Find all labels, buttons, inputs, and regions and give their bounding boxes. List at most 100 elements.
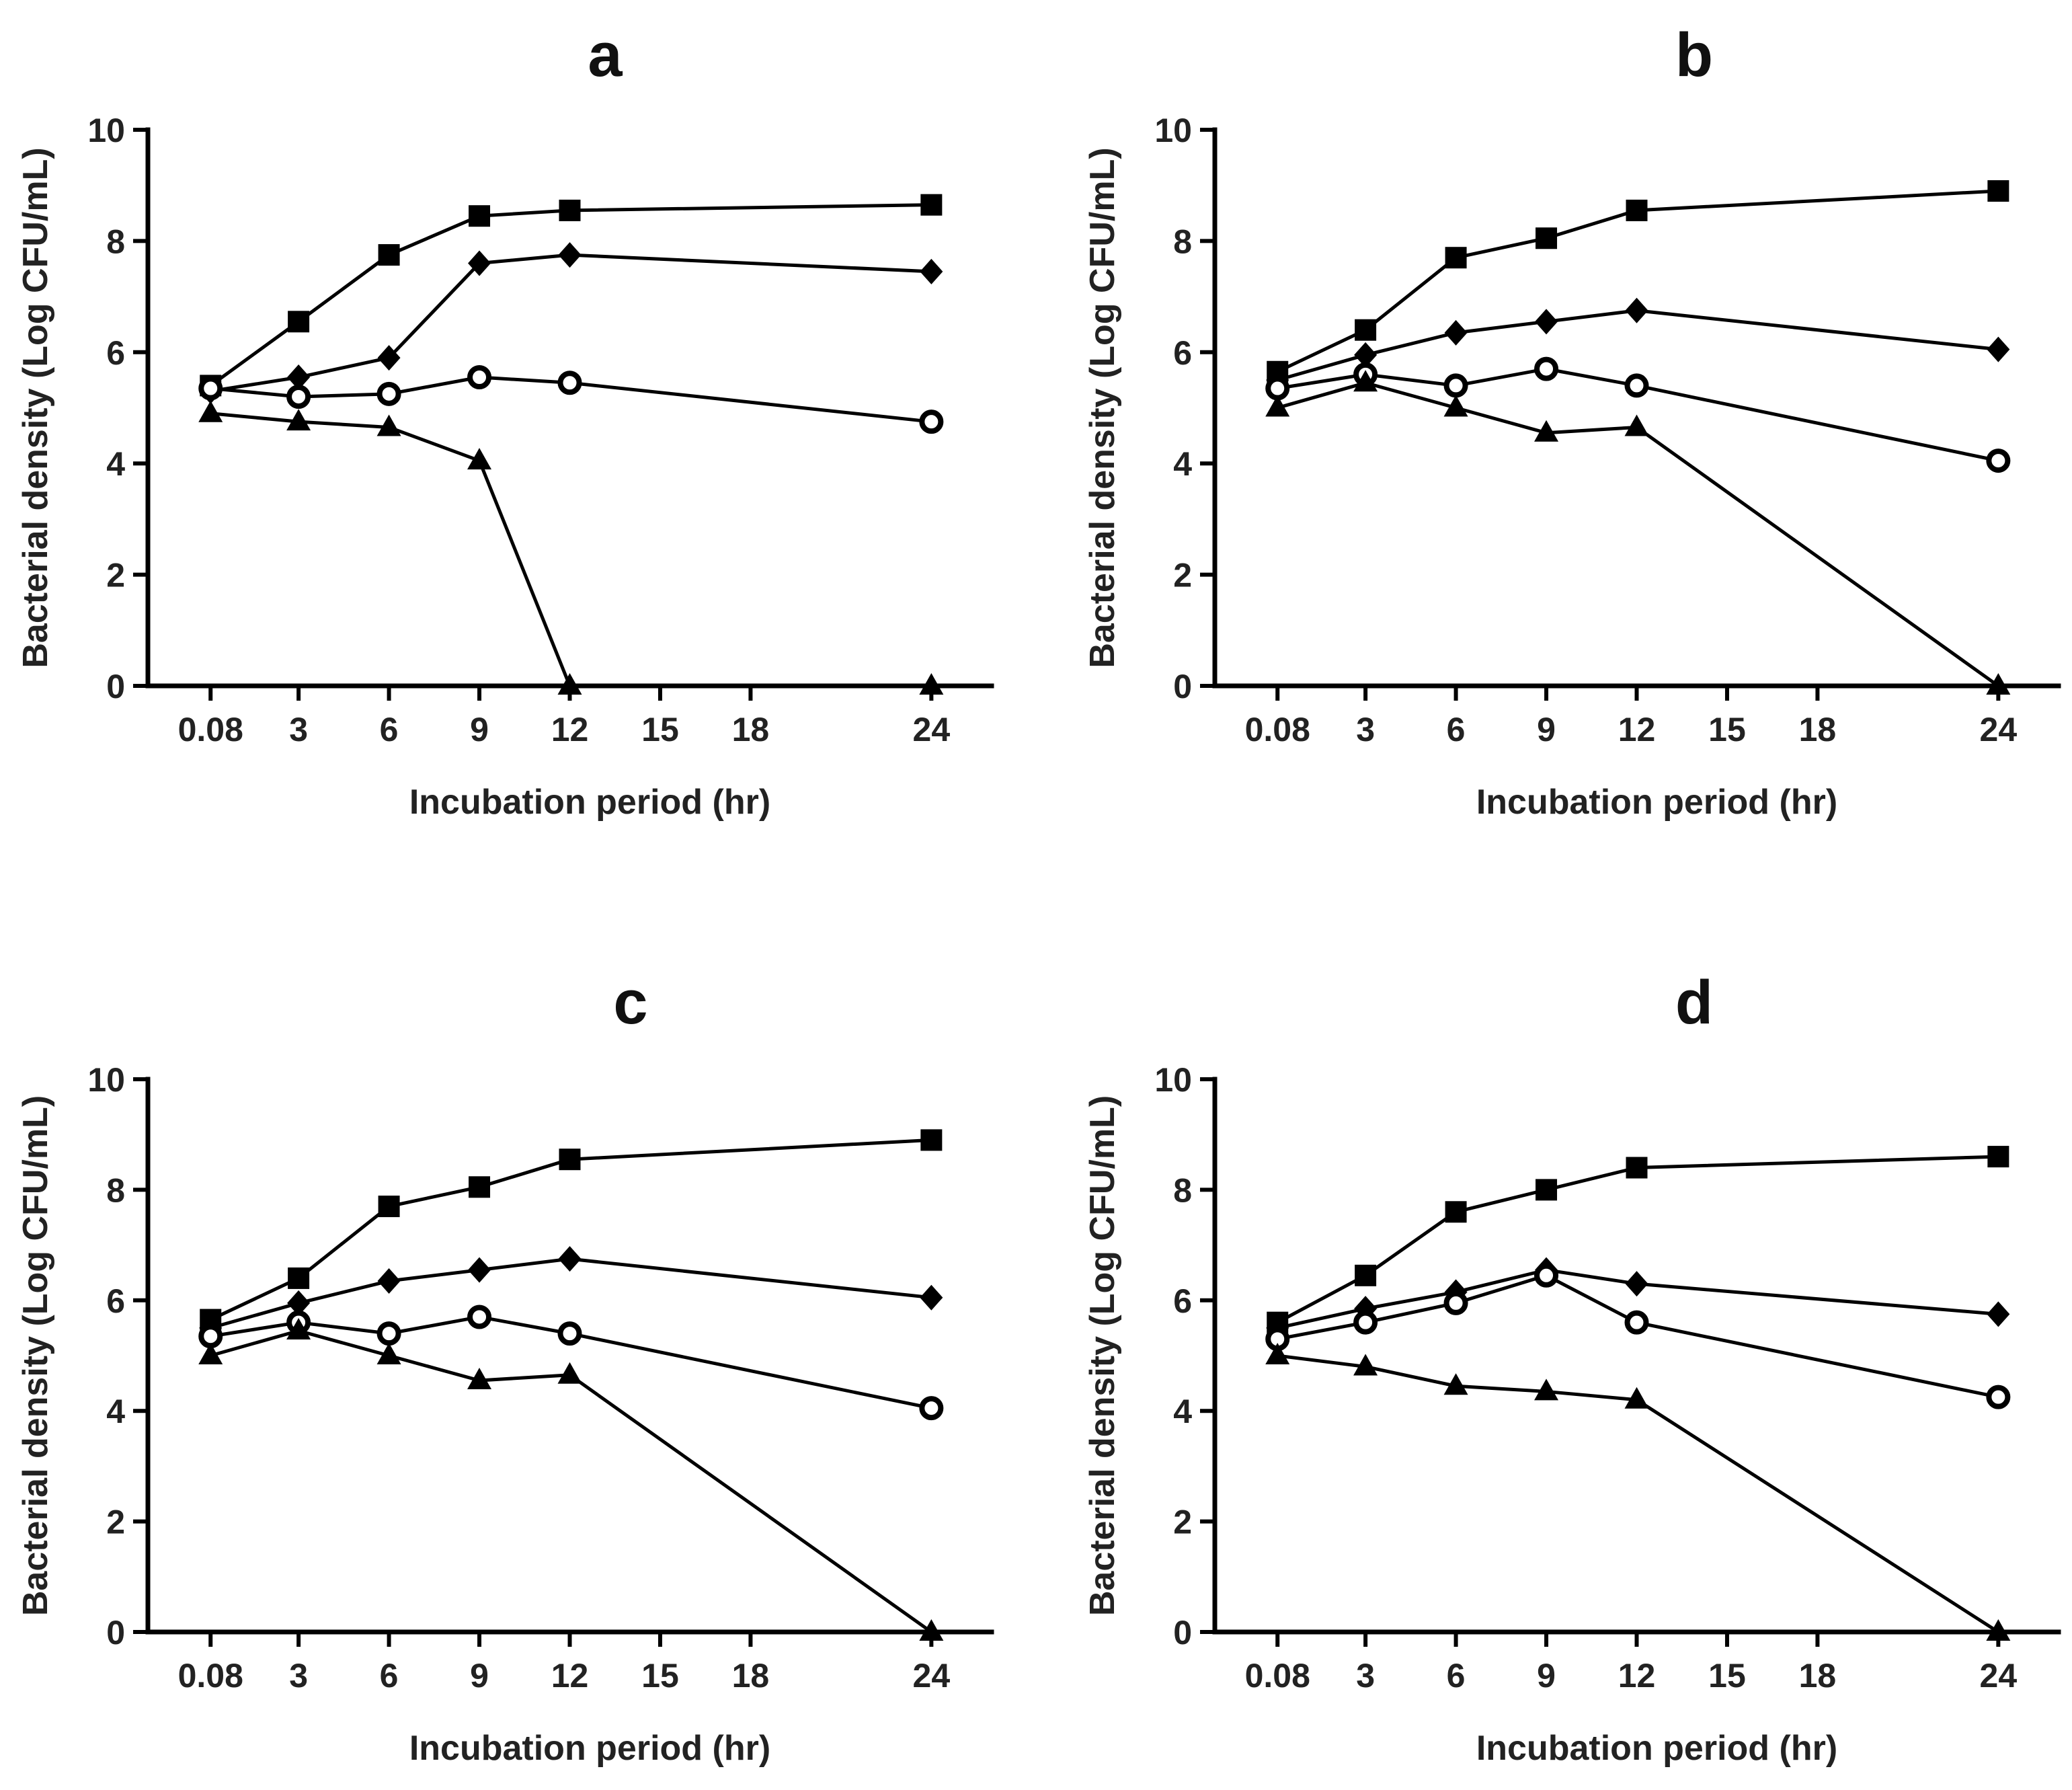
data-point-triangle (1534, 1378, 1559, 1401)
x-axis-title: Incubation period (hr) (1476, 1729, 1837, 1768)
data-point-diamond (468, 1257, 491, 1283)
y-tick-label: 0 (1173, 1614, 1192, 1651)
data-point-circle (1534, 356, 1559, 381)
series-line-triangle (210, 412, 932, 688)
series-line-circle (210, 375, 932, 424)
data-point-triangle (286, 1318, 311, 1340)
y-tick-label: 4 (106, 445, 125, 483)
x-tick-label: 18 (732, 1657, 770, 1695)
y-tick-label: 2 (1173, 1504, 1192, 1541)
series-line-diamond (210, 1257, 932, 1330)
data-point-diamond (920, 258, 943, 284)
data-point-diamond (1625, 1271, 1648, 1297)
series-line-diamond (1277, 1268, 1999, 1330)
data-point-circle (557, 371, 582, 395)
data-point-circle (1443, 373, 1468, 398)
panel-title: c (613, 968, 647, 1037)
x-tick-label: 12 (551, 1657, 589, 1695)
x-tick-label: 0.08 (1245, 711, 1310, 748)
data-point-triangle (1624, 414, 1649, 436)
data-point-triangle (467, 448, 492, 470)
y-tick-label: 8 (1173, 223, 1192, 260)
x-tick-label: 6 (1447, 1657, 1466, 1695)
data-point-square (288, 1267, 310, 1289)
data-point-diamond (1354, 342, 1378, 368)
data-point-square (1536, 227, 1558, 249)
x-tick-label: 18 (1799, 711, 1837, 748)
data-point-square (1987, 180, 2009, 202)
series-line-square (210, 1138, 932, 1321)
x-tick-label: 24 (913, 1657, 951, 1695)
data-point-diamond (468, 250, 491, 276)
y-tick-label: 6 (106, 1282, 125, 1320)
series-line-diamond (210, 253, 932, 393)
data-point-diamond (1987, 1301, 2010, 1327)
data-point-triangle (198, 400, 223, 422)
data-point-circle (1443, 1290, 1468, 1315)
x-tick-label: 24 (1980, 711, 2018, 748)
data-point-square (1355, 319, 1377, 341)
y-tick-label: 0 (106, 668, 125, 705)
data-point-circle (919, 1396, 944, 1421)
x-tick-label: 3 (1356, 1657, 1375, 1695)
x-tick-label: 15 (641, 711, 679, 748)
x-tick-label: 0.08 (178, 1657, 243, 1695)
data-point-square (469, 205, 491, 227)
data-point-triangle (557, 673, 582, 695)
y-tick-label: 0 (106, 1614, 125, 1651)
x-tick-label: 9 (470, 1657, 489, 1695)
data-point-circle (376, 381, 401, 406)
x-tick-label: 24 (913, 711, 951, 748)
data-point-circle (1353, 1310, 1378, 1335)
data-point-triangle (1353, 1354, 1378, 1376)
data-point-triangle (1443, 395, 1468, 417)
y-tick-label: 2 (106, 1504, 125, 1541)
data-point-diamond (558, 242, 582, 268)
series-line-circle (210, 1315, 932, 1410)
x-tick-label: 3 (289, 711, 308, 748)
y-tick-label: 6 (106, 334, 125, 372)
panel-title: b (1675, 21, 1713, 89)
data-point-diamond (377, 1268, 401, 1294)
data-point-diamond (1625, 297, 1648, 323)
x-tick-label: 9 (1537, 1657, 1556, 1695)
series-line-triangle (210, 1329, 932, 1634)
y-tick-label: 6 (1173, 334, 1192, 372)
data-point-square (1987, 1146, 2009, 1168)
y-axis-title: Bacterial density (Log CFU/mL) (16, 147, 55, 668)
x-tick-label: 12 (551, 711, 589, 748)
data-point-circle (198, 376, 223, 401)
data-point-triangle (1265, 395, 1290, 417)
x-tick-label: 12 (1618, 711, 1656, 748)
data-point-square (1355, 1264, 1377, 1286)
data-point-square (469, 1176, 491, 1198)
data-point-square (1445, 247, 1467, 269)
panel-title: d (1675, 968, 1713, 1037)
x-tick-label: 12 (1618, 1657, 1656, 1695)
data-point-triangle (1265, 1343, 1290, 1364)
x-axis-title: Incubation period (hr) (409, 783, 770, 822)
data-point-circle (557, 1321, 582, 1346)
data-point-triangle (467, 1367, 492, 1389)
data-point-circle (919, 410, 944, 434)
data-point-triangle (919, 1619, 944, 1641)
series-line-circle (1277, 367, 1999, 463)
x-tick-label: 6 (380, 1657, 399, 1695)
x-tick-label: 6 (380, 711, 399, 748)
data-point-triangle (1534, 420, 1559, 442)
x-tick-label: 9 (1537, 711, 1556, 748)
x-tick-label: 0.08 (1245, 1657, 1310, 1695)
data-point-triangle (1624, 1387, 1649, 1409)
data-point-diamond (1987, 336, 2010, 362)
series-line-square (1277, 189, 1999, 374)
x-tick-label: 18 (1799, 1657, 1837, 1695)
y-tick-label: 0 (1173, 668, 1192, 705)
data-point-circle (1534, 1263, 1559, 1288)
data-point-circle (1265, 376, 1290, 401)
x-axis-title: Incubation period (hr) (1476, 783, 1837, 822)
data-point-triangle (557, 1362, 582, 1384)
x-tick-label: 15 (1708, 1657, 1746, 1695)
